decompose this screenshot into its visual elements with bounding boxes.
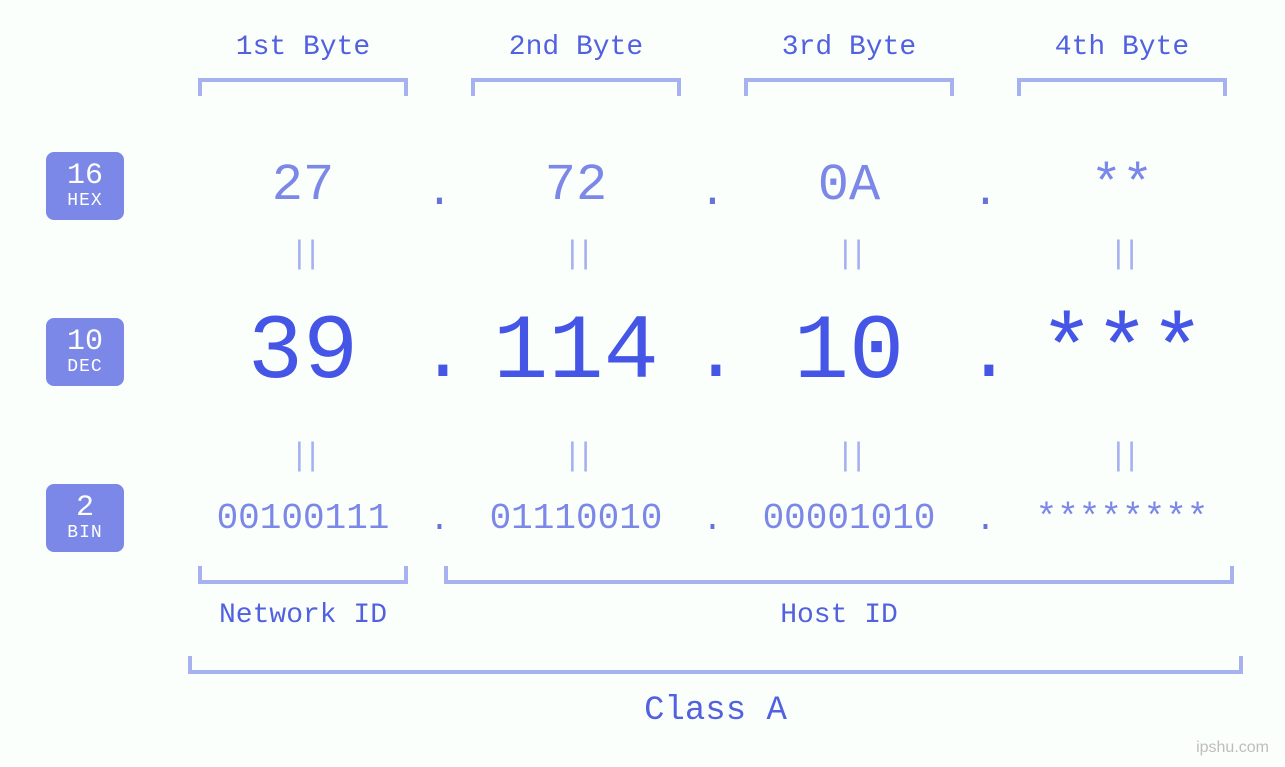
row-badge-bin: 2BIN	[46, 484, 124, 552]
dec-byte-2: 114	[446, 300, 706, 405]
equals-0-3: ||	[1102, 236, 1142, 273]
bin-separator-1: .	[420, 502, 460, 540]
dec-separator-1: .	[420, 312, 460, 400]
row-badge-txt-hex: HEX	[67, 192, 102, 211]
hex-byte-4: **	[992, 156, 1252, 215]
byte-bracket-top-4	[1017, 78, 1227, 96]
hex-byte-3: 0A	[719, 156, 979, 215]
dec-separator-2: .	[693, 312, 733, 400]
watermark: ipshu.com	[1196, 739, 1269, 757]
bin-byte-2: 01110010	[446, 498, 706, 539]
hex-byte-2: 72	[446, 156, 706, 215]
row-badge-dec: 10DEC	[46, 318, 124, 386]
byte-bracket-top-3	[744, 78, 954, 96]
label-network: Network ID	[198, 600, 408, 631]
bracket-class	[188, 656, 1243, 674]
row-badge-num-bin: 2	[76, 493, 94, 525]
dec-byte-1: 39	[173, 300, 433, 405]
byte-bracket-top-1	[198, 78, 408, 96]
dec-separator-3: .	[966, 312, 1006, 400]
equals-0-1: ||	[556, 236, 596, 273]
hex-separator-3: .	[966, 168, 1006, 218]
label-host: Host ID	[444, 600, 1234, 631]
byte-label-3: 3rd Byte	[759, 32, 939, 63]
row-badge-txt-dec: DEC	[67, 358, 102, 377]
byte-label-4: 4th Byte	[1032, 32, 1212, 63]
hex-separator-1: .	[420, 168, 460, 218]
label-class: Class A	[188, 692, 1243, 730]
bin-byte-3: 00001010	[719, 498, 979, 539]
bin-separator-2: .	[693, 502, 733, 540]
bracket-host	[444, 566, 1234, 584]
equals-1-1: ||	[556, 438, 596, 475]
equals-1-3: ||	[1102, 438, 1142, 475]
row-badge-num-dec: 10	[67, 327, 103, 359]
bin-separator-3: .	[966, 502, 1006, 540]
hex-byte-1: 27	[173, 156, 433, 215]
dec-byte-4: ***	[992, 300, 1252, 405]
row-badge-hex: 16HEX	[46, 152, 124, 220]
equals-1-2: ||	[829, 438, 869, 475]
equals-0-2: ||	[829, 236, 869, 273]
hex-separator-2: .	[693, 168, 733, 218]
dec-byte-3: 10	[719, 300, 979, 405]
byte-label-1: 1st Byte	[213, 32, 393, 63]
row-badge-num-hex: 16	[67, 161, 103, 193]
bin-byte-4: ********	[992, 498, 1252, 539]
byte-label-2: 2nd Byte	[486, 32, 666, 63]
equals-0-0: ||	[283, 236, 323, 273]
bin-byte-1: 00100111	[173, 498, 433, 539]
byte-bracket-top-2	[471, 78, 681, 96]
bracket-network	[198, 566, 408, 584]
equals-1-0: ||	[283, 438, 323, 475]
row-badge-txt-bin: BIN	[67, 524, 102, 543]
